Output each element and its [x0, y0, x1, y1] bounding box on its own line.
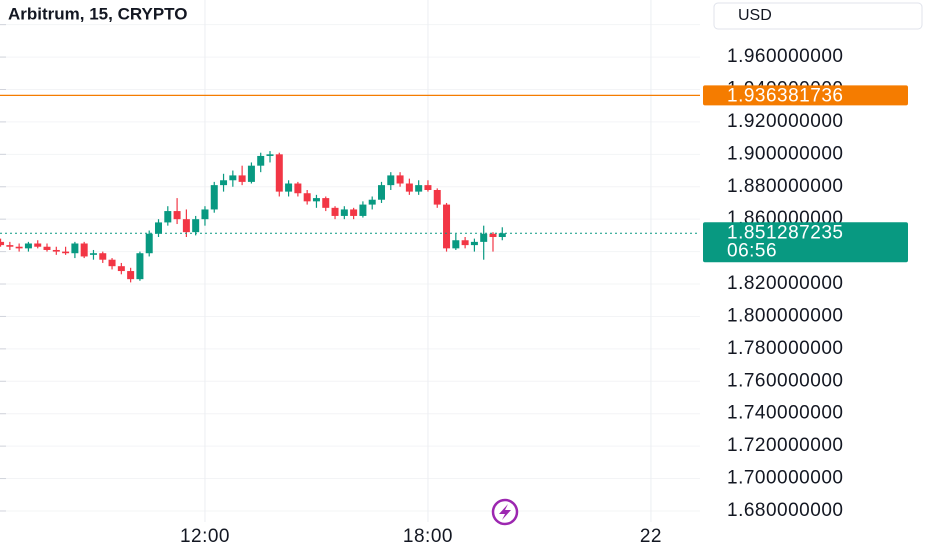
y-tick-label: 1.760000000	[727, 370, 843, 391]
candle-body	[368, 199, 376, 205]
candle-body	[433, 189, 441, 205]
candles	[0, 151, 506, 283]
y-tick-label: 1.960000000	[727, 46, 843, 67]
price-label: 1.936381736	[727, 85, 843, 106]
candle-body	[322, 198, 330, 208]
candle-body	[238, 175, 246, 182]
candle-body	[377, 185, 385, 200]
candle-body	[257, 155, 265, 166]
grid	[0, 0, 700, 522]
y-tick-label: 1.780000000	[727, 338, 843, 359]
candle-body	[350, 209, 358, 216]
candle-body	[303, 193, 311, 202]
candle-body	[108, 259, 116, 267]
candle-body	[127, 271, 135, 280]
candle-body	[396, 175, 404, 184]
candle-body	[155, 222, 163, 234]
candle-body	[89, 253, 97, 255]
candle-body	[480, 233, 488, 242]
last-price-box	[703, 222, 908, 263]
candle-body	[6, 245, 14, 247]
candle-body	[173, 211, 181, 220]
candle-body	[498, 233, 506, 238]
y-tick-label: 1.740000000	[727, 403, 843, 424]
candle-body	[99, 253, 107, 260]
chart-title: Arbitrum, 15, CRYPTO	[8, 4, 187, 23]
candle-body	[24, 243, 32, 249]
lightning-icon[interactable]	[491, 498, 519, 526]
y-tick-label: 1.900000000	[727, 143, 843, 164]
candle-body	[220, 180, 228, 186]
candle-body	[117, 266, 125, 272]
candle-body	[266, 154, 274, 156]
y-tick-label: 1.720000000	[727, 435, 843, 456]
candle-body	[294, 183, 302, 194]
candle-body	[405, 183, 413, 192]
candle-body	[0, 241, 5, 246]
candle-body	[15, 246, 23, 249]
y-tick-label: 1.820000000	[727, 273, 843, 294]
y-tick-label: 1.680000000	[727, 500, 843, 521]
candle-body	[285, 183, 293, 192]
candle-body	[443, 204, 451, 249]
candle-body	[201, 209, 209, 220]
candle-body	[80, 243, 88, 257]
candle-body	[210, 185, 218, 210]
candle-body	[470, 241, 478, 246]
candle-body	[359, 204, 367, 216]
candle-body	[387, 175, 395, 186]
x-tick-label: 18:00	[403, 526, 453, 547]
candle-body	[34, 243, 42, 247]
candle-body	[145, 233, 153, 254]
price-label-box	[703, 85, 908, 106]
candle-body	[489, 233, 497, 238]
candle-body	[43, 246, 51, 250]
candle-body	[424, 185, 432, 190]
candle-body	[247, 165, 255, 182]
candle-body	[331, 207, 339, 216]
candle-body	[415, 185, 423, 192]
candle-body	[62, 251, 70, 254]
last-price-label: 1.851287235	[727, 222, 843, 243]
currency[interactable]: USD	[738, 7, 772, 24]
candle-body	[452, 240, 460, 249]
candle-body	[136, 253, 144, 280]
candle-body	[71, 243, 79, 254]
candle-body	[461, 240, 469, 246]
candle-body	[192, 219, 200, 233]
candle-body	[275, 154, 283, 192]
candle-body	[229, 175, 237, 181]
countdown: 06:56	[727, 240, 777, 261]
y-tick-label: 1.700000000	[727, 468, 843, 489]
candle-body	[164, 211, 172, 223]
candle-body	[52, 249, 60, 252]
y-tick-label: 1.880000000	[727, 176, 843, 197]
candle-body	[340, 209, 348, 216]
y-tick-label: 1.920000000	[727, 111, 843, 132]
currency-button[interactable]	[713, 2, 923, 30]
candle-body	[312, 198, 320, 202]
y-tick-label: 1.800000000	[727, 305, 843, 326]
x-tick-label: 12:00	[180, 526, 230, 547]
candle-body	[182, 219, 190, 233]
x-tick-label: 22	[640, 526, 662, 547]
